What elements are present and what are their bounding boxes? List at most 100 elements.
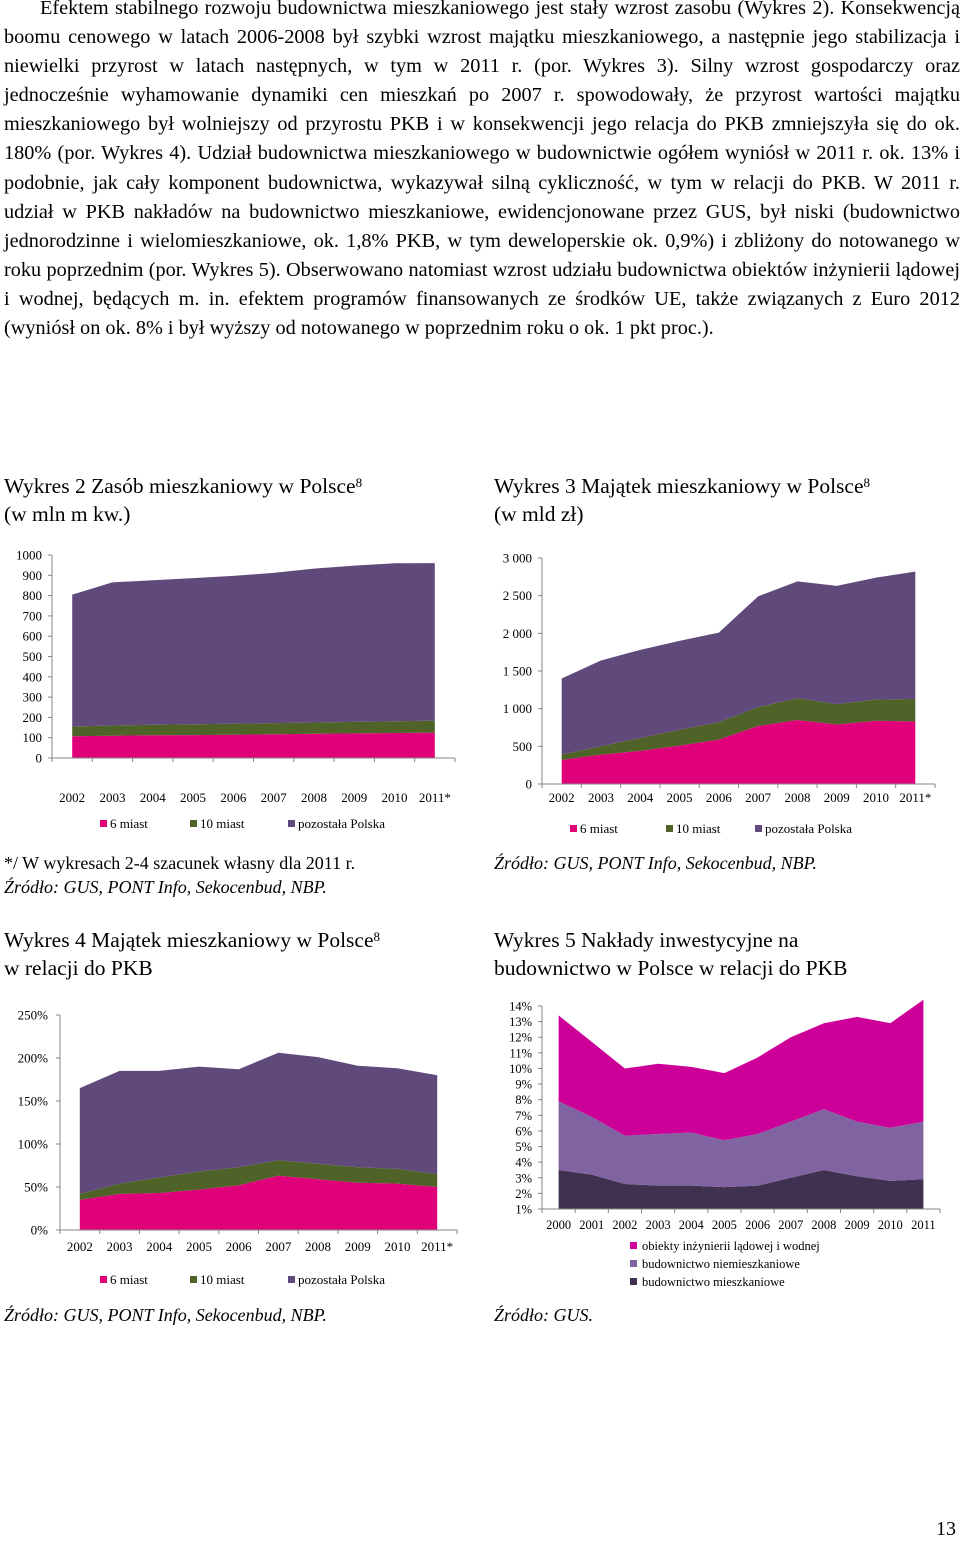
chart3-title-line1: Wykres 3 Majątek mieszkaniowy w Polsce (494, 474, 864, 498)
x-tick-label: 2007 (265, 1239, 292, 1254)
y-tick-label: 150% (18, 1094, 49, 1109)
chart4-source: Źródło: GUS, PONT Info, Sekocenbud, NBP. (4, 1305, 327, 1325)
x-tick-label: 2007 (745, 790, 772, 805)
legend-swatch (666, 825, 673, 832)
x-tick-label: 2008 (784, 790, 810, 805)
legend-swatch (630, 1260, 637, 1267)
y-tick-label: 600 (23, 629, 43, 644)
x-tick-label: 2010 (878, 1218, 903, 1232)
x-tick-label: 2004 (140, 790, 167, 805)
legend-swatch (100, 820, 107, 827)
x-tick-label: 2008 (811, 1218, 836, 1232)
chart5-source: Źródło: GUS. (494, 1305, 594, 1325)
x-tick-label: 2006 (706, 790, 733, 805)
series-area-1 (558, 1101, 924, 1188)
chart2-footnote-ref: 8 (355, 475, 363, 490)
x-tick-label: 2011 (911, 1218, 936, 1232)
body-text: Efektem stabilnego rozwoju budownictwa m… (4, 0, 960, 340)
y-tick-label: 6% (515, 1124, 532, 1138)
x-tick-label: 2011* (419, 790, 451, 805)
x-tick-label: 2008 (301, 790, 327, 805)
y-tick-label: 700 (23, 608, 43, 623)
legend-label: 6 miast (580, 821, 618, 836)
chart5-title: Wykres 5 Nakłady inwestycyjne na budowni… (494, 926, 848, 982)
x-tick-label: 2004 (627, 790, 654, 805)
y-tick-label: 500 (513, 739, 533, 754)
y-tick-label: 13% (509, 1015, 532, 1029)
y-tick-label: 1 500 (503, 664, 532, 679)
x-tick-label: 2011* (421, 1239, 453, 1254)
y-tick-label: 900 (23, 568, 43, 583)
x-tick-label: 2007 (261, 790, 288, 805)
y-tick-label: 1% (515, 1203, 532, 1217)
chart4-title-line2: w relacji do PKB (4, 956, 153, 980)
page-number: 13 (936, 1518, 956, 1540)
y-tick-label: 2% (515, 1187, 532, 1201)
y-tick-label: 2 000 (503, 626, 532, 641)
x-tick-label: 2003 (588, 790, 614, 805)
x-tick-label: 2010 (382, 790, 408, 805)
x-tick-label: 2005 (667, 790, 693, 805)
x-tick-label: 2006 (220, 790, 247, 805)
legend-swatch (630, 1242, 637, 1249)
y-tick-label: 300 (23, 690, 43, 705)
x-tick-label: 2008 (305, 1239, 331, 1254)
y-tick-label: 250% (18, 1008, 49, 1023)
x-tick-label: 2009 (345, 1239, 371, 1254)
x-tick-label: 2007 (778, 1218, 803, 1232)
legend-label: budownictwo mieszkaniowe (642, 1275, 785, 1289)
y-tick-label: 14% (509, 1000, 532, 1014)
legend-label: 6 miast (110, 816, 148, 831)
y-tick-label: 3% (515, 1171, 532, 1185)
series-area-2 (72, 563, 435, 727)
y-tick-label: 400 (23, 669, 43, 684)
chart4-title: Wykres 4 Majątek mieszkaniowy w Polsce8 … (4, 926, 380, 982)
legend-swatch (630, 1278, 637, 1285)
chart5-title-line2: budownictwo w Polsce w relacji do PKB (494, 956, 848, 980)
series-area-2 (79, 1052, 438, 1194)
x-tick-label: 2006 (226, 1239, 253, 1254)
x-tick-label: 2001 (579, 1218, 604, 1232)
x-tick-label: 2002 (549, 790, 575, 805)
legend-swatch (100, 1276, 107, 1283)
y-tick-label: 2 500 (503, 588, 532, 603)
y-tick-label: 100% (18, 1137, 49, 1152)
y-tick-label: 0 (526, 777, 533, 792)
legend-label: 10 miast (676, 821, 721, 836)
chart2-svg: 0 100 200 300 400 500 600 700 800 900 1000 2002 2003… (16, 548, 456, 831)
chart5-title-line1: Wykres 5 Nakłady inwestycyjne na (494, 928, 799, 952)
legend-swatch (288, 1276, 295, 1283)
x-tick-label: 2009 (341, 790, 367, 805)
series-area-0 (72, 732, 435, 758)
legend-label: 10 miast (200, 816, 245, 831)
series-area-1 (72, 720, 435, 737)
x-tick-label: 2011* (899, 790, 931, 805)
legend-swatch (755, 825, 762, 832)
y-tick-label: 1 000 (503, 701, 532, 716)
chart2-title: Wykres 2 Zasób mieszkaniowy w Polsce8 (w… (4, 472, 362, 528)
y-tick-label: 9% (515, 1078, 532, 1092)
x-tick-label: 2004 (679, 1218, 705, 1232)
legend-swatch (190, 1276, 197, 1283)
y-tick-label: 7% (515, 1109, 532, 1123)
x-tick-label: 2003 (107, 1239, 133, 1254)
y-tick-label: 0% (31, 1223, 49, 1238)
y-tick-label: 10% (509, 1062, 532, 1076)
x-tick-label: 2003 (99, 790, 125, 805)
y-tick-label: 3 000 (503, 551, 532, 566)
chart3-source: Źródło: GUS, PONT Info, Sekocenbud, NBP. (494, 853, 817, 873)
legend-swatch (190, 820, 197, 827)
chart4-svg: 0% 50% 100% 150% 200% 250% 2002 2003 2004 2005 200… (18, 1008, 458, 1287)
y-tick-label: 1000 (16, 548, 42, 563)
series-area-2 (558, 999, 924, 1141)
legend-label: budownictwo niemieszkaniowe (642, 1257, 800, 1271)
x-tick-label: 2000 (546, 1218, 571, 1232)
y-tick-label: 200% (18, 1051, 49, 1066)
chart3-footnote-ref: 8 (863, 475, 871, 490)
y-tick-label: 800 (23, 588, 43, 603)
x-tick-label: 2010 (863, 790, 889, 805)
y-tick-label: 5% (515, 1140, 532, 1154)
chart2-note: */ W wykresach 2-4 szacunek własny dla 2… (4, 853, 356, 873)
chart5-svg: 1% 2% 3%4% 5% 6%7% 8%9% 10% 11%12% 13%14% 2000 200… (509, 999, 941, 1289)
chart4-footnote-ref: 8 (373, 929, 381, 944)
